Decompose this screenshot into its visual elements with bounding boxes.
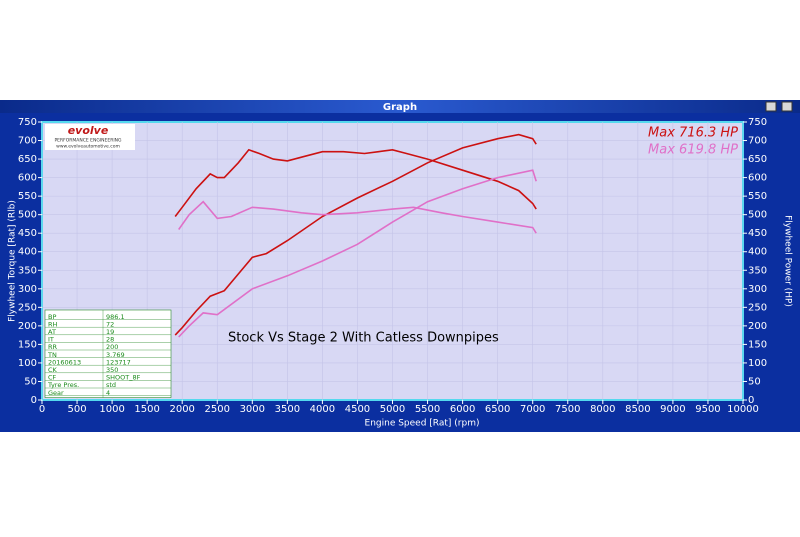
x-tick-label: 6500 [485,404,510,415]
logo-name: evolve [68,124,109,137]
x-tick-label: 5000 [380,404,405,415]
y2-tick-label: 650 [748,154,767,165]
y2-tick-label: 350 [748,265,767,276]
table-cell: 200 [106,343,118,351]
table-cell: 123717 [106,358,131,366]
y-tick-label: 750 [18,117,37,128]
x-tick-label: 1000 [99,404,124,415]
y-tick-label: 300 [18,284,37,295]
x-tick-label: 8000 [590,404,615,415]
restore-button[interactable] [765,101,777,112]
x-tick-label: 10000 [727,404,759,415]
y-axis-label: Flywheel Torque [Rat] (Rlb) [8,200,18,322]
x-tick-label: 1500 [134,404,159,415]
close-button[interactable] [781,101,793,112]
y2-axis-label: Flywheel Power (HP) [783,215,793,307]
table-cell: IT [48,336,54,344]
y-tick-label: 450 [18,228,37,239]
table-cell: CK [48,366,58,374]
y2-tick-label: 50 [748,376,761,387]
y2-tick-label: 450 [748,228,767,239]
y-tick-label: 650 [18,154,37,165]
table-cell: Gear [48,389,64,397]
y-tick-label: 550 [18,191,37,202]
info-table: BP 986.1 RH 72 AT 19 IT 28 RR 200 TN 3.769 20160613 1… [44,309,172,398]
y-tick-label: 150 [18,339,37,350]
info-table-bg [44,309,172,398]
y2-tick-label: 600 [748,173,767,184]
y-tick-label: 0 [31,395,37,406]
table-cell: AT [48,328,56,336]
x-tick-label: 5500 [415,404,440,415]
table-cell: 4 [106,389,110,397]
x-tick-label: 0 [39,404,45,415]
y2-tick-label: 300 [748,284,767,295]
y2-tick-label: 200 [748,321,767,332]
table-cell: TN [47,351,57,359]
x-tick-label: 500 [68,404,87,415]
x-tick-label: 6000 [450,404,475,415]
table-cell: Tyre Pres. [47,381,79,389]
table-cell: 986.1 [106,313,125,321]
x-tick-label: 9000 [660,404,685,415]
y-tick-label: 500 [18,210,37,221]
x-tick-label: 7500 [555,404,580,415]
y2-tick-label: 0 [748,395,754,406]
y-tick-label: 250 [18,302,37,313]
max-label: Max 716.3 HP [648,126,738,141]
logo-url: www.evolveautomotive.com [56,144,120,150]
y-tick-label: 700 [18,136,37,147]
x-tick-label: 2000 [169,404,194,415]
x-tick-label: 3500 [275,404,300,415]
table-cell: BP [48,313,56,321]
x-tick-label: 8500 [625,404,650,415]
logo-tagline: PERFORMANCE ENGINEERING [54,138,122,144]
y2-tick-label: 400 [748,247,767,258]
y-tick-label: 100 [18,358,37,369]
data-line [174,148,537,217]
y2-tick-label: 150 [748,339,767,350]
y-tick-label: 350 [18,265,37,276]
table-cell: RH [48,320,58,328]
table-cell: std [106,381,116,389]
table-cell: 3.769 [106,351,125,359]
y2-tick-label: 100 [748,358,767,369]
table-cell: CF [48,374,57,382]
table-cell: SHOOT_8F [106,374,141,382]
x-tick-label: 4000 [310,404,335,415]
y2-tick-label: 250 [748,302,767,313]
table-cell: RR [48,343,58,351]
y-tick-label: 400 [18,247,37,258]
y-tick-label: 600 [18,173,37,184]
table-cell: 72 [106,320,114,328]
y2-tick-label: 750 [748,117,767,128]
x-tick-label: 4500 [345,404,370,415]
y2-tick-label: 700 [748,136,767,147]
annotation: Stock Vs Stage 2 With Catless Downpipes [228,331,499,346]
x-tick-label: 7000 [520,404,545,415]
y-tick-label: 200 [18,321,37,332]
table-cell: 20160613 [48,358,81,366]
data-line [174,133,537,336]
x-tick-label: 9500 [695,404,720,415]
table-cell: 28 [106,336,114,344]
y-tick-label: 50 [24,376,37,387]
data-line [178,200,537,234]
title-bar [0,100,800,113]
y2-tick-label: 500 [748,210,767,221]
data-line [178,169,537,338]
window-title: Graph [383,102,417,113]
x-axis-label: Engine Speed [Rat] (rpm) [365,419,480,429]
logo-box [45,124,135,150]
max-label: Max 619.8 HP [648,143,738,158]
table-cell: 350 [106,366,118,374]
table-cell: 19 [106,328,114,336]
x-tick-label: 2500 [205,404,230,415]
y2-tick-label: 550 [748,191,767,202]
x-tick-label: 3000 [240,404,265,415]
